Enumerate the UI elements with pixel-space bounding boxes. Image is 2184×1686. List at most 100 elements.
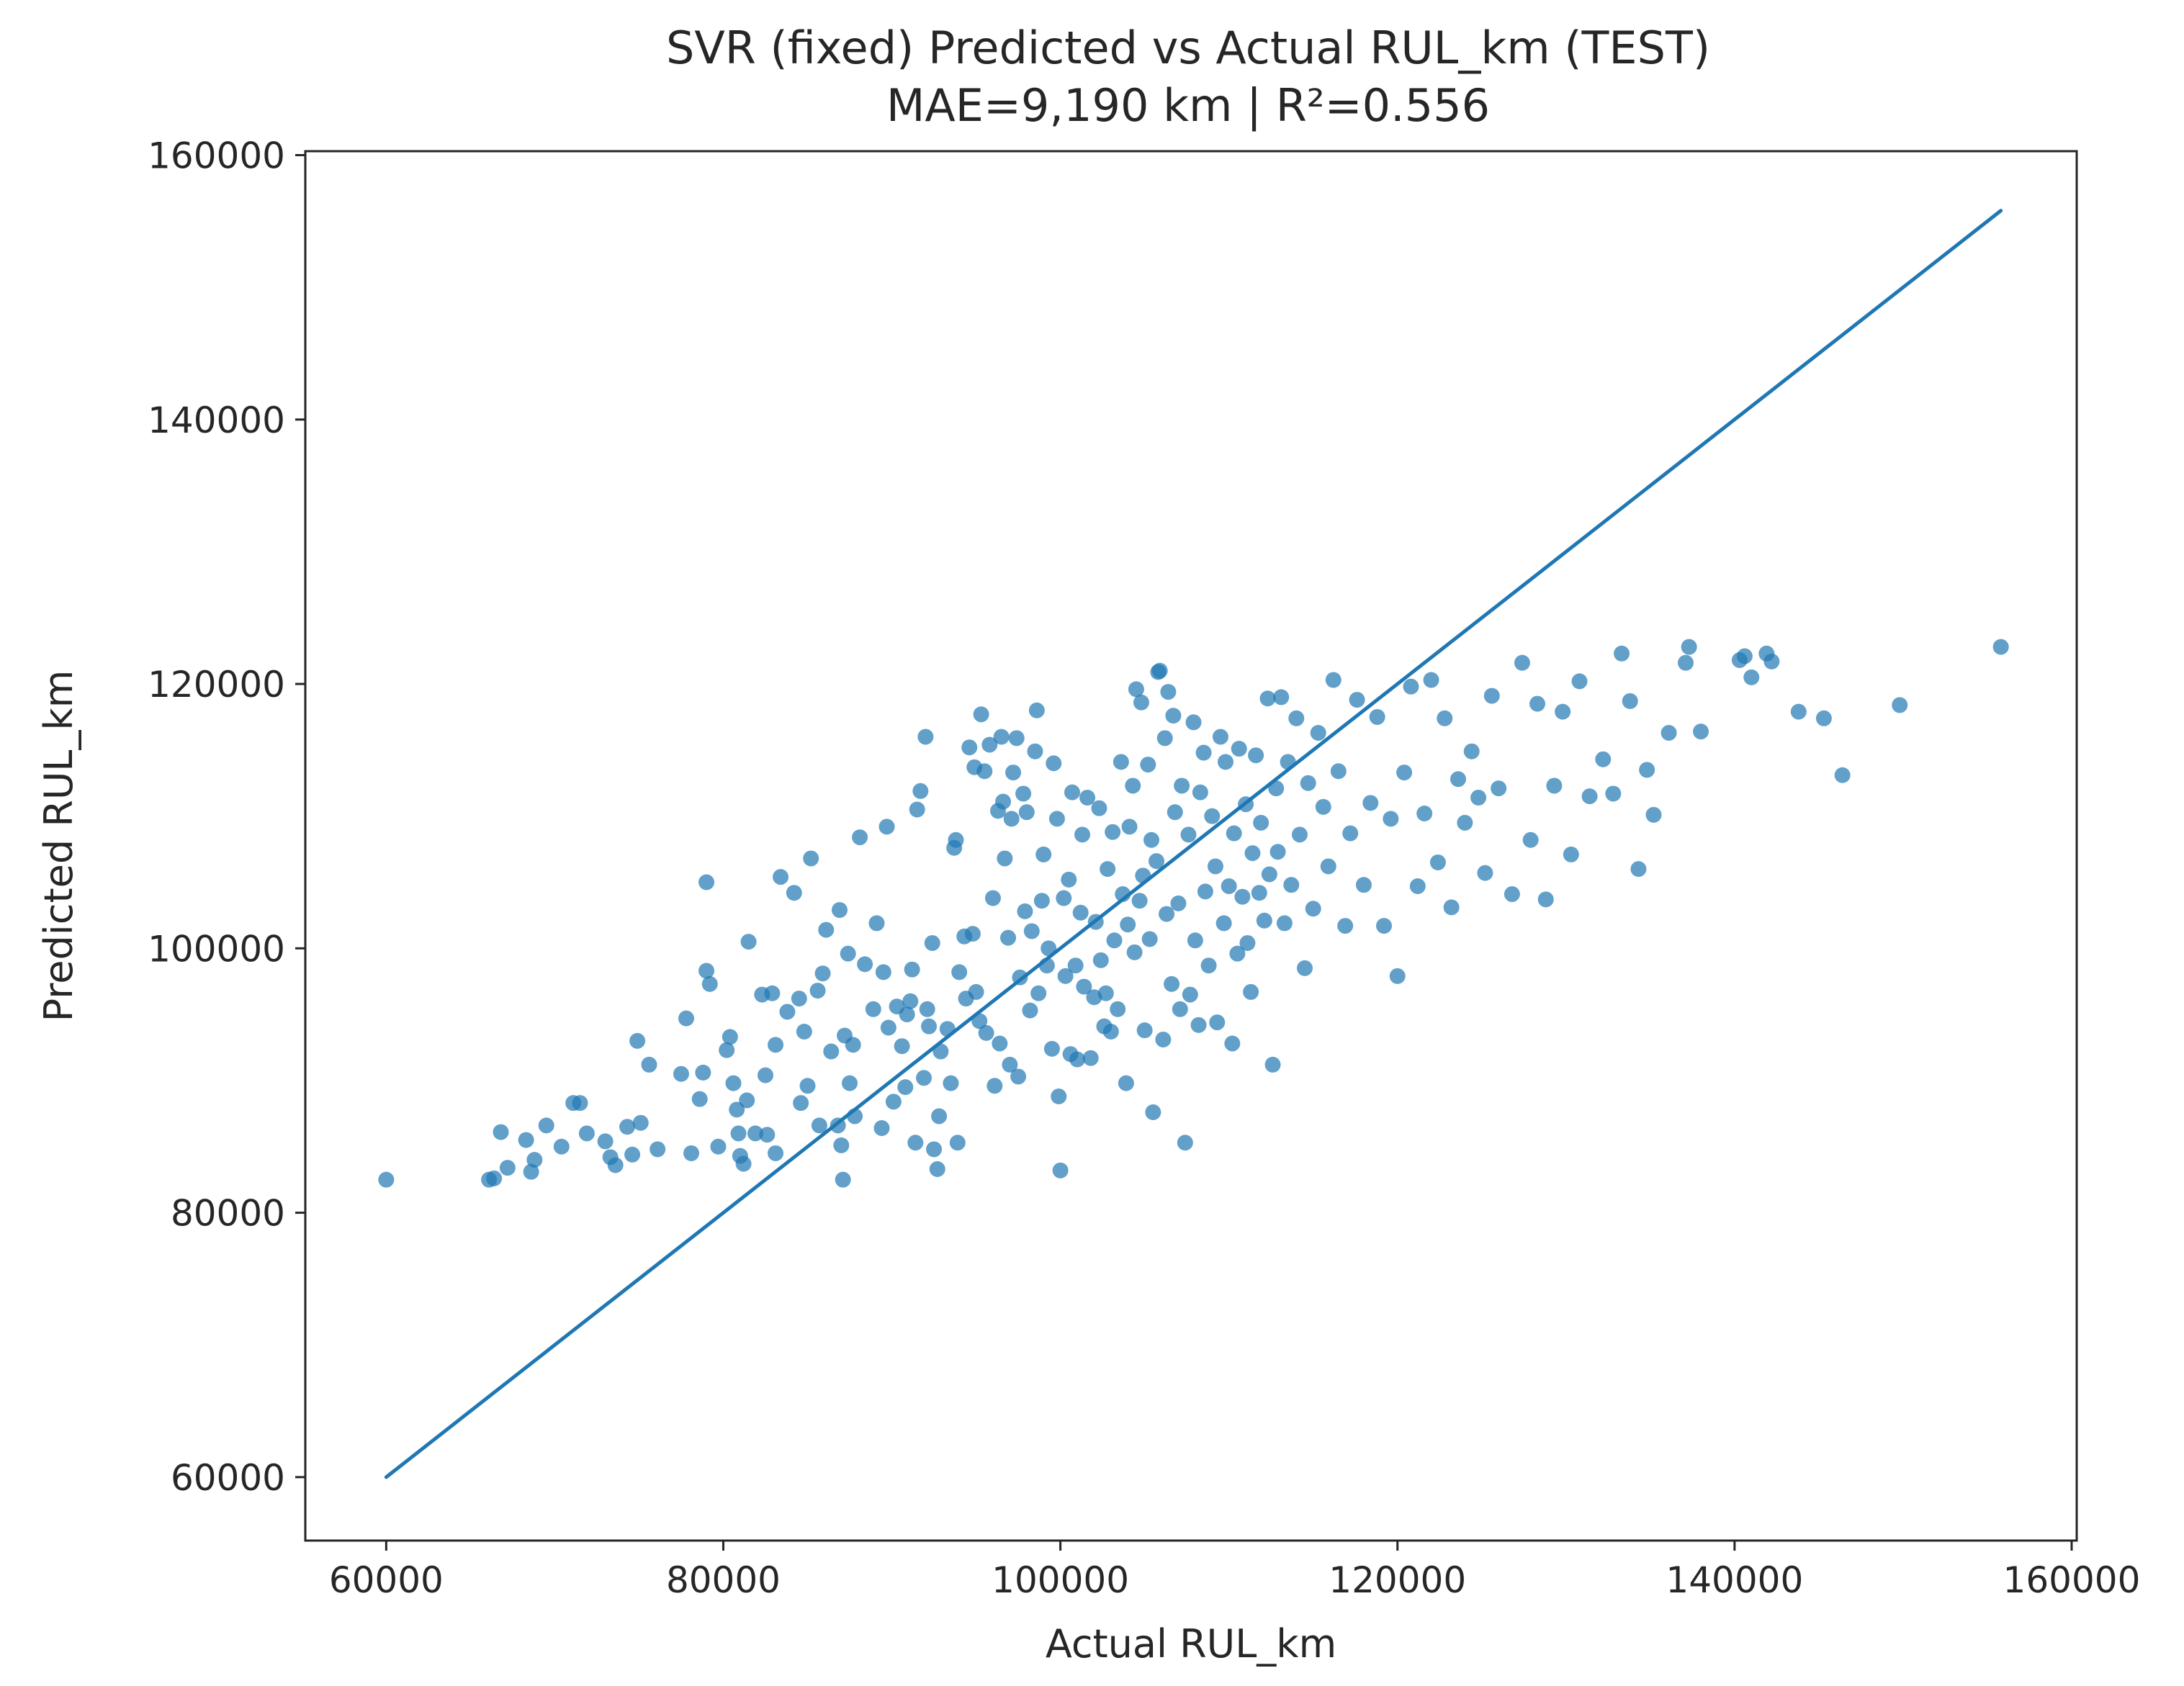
data-point bbox=[1330, 763, 1347, 780]
data-point bbox=[1253, 814, 1269, 831]
data-point bbox=[997, 850, 1013, 867]
data-point bbox=[673, 1065, 689, 1082]
data-point bbox=[1091, 800, 1107, 816]
data-point bbox=[768, 1145, 784, 1161]
data-point bbox=[1097, 985, 1114, 1001]
data-point bbox=[650, 1141, 666, 1158]
data-point bbox=[1450, 771, 1466, 788]
data-point bbox=[904, 961, 920, 978]
chart-title: SVR (fixed) Predicted vs Actual RUL_km (… bbox=[666, 22, 1710, 74]
data-point bbox=[1209, 1014, 1226, 1031]
data-point bbox=[730, 1125, 747, 1142]
data-point bbox=[873, 1120, 890, 1137]
data-point bbox=[1164, 975, 1180, 992]
data-point bbox=[1234, 888, 1251, 905]
ideal-fit-line bbox=[384, 209, 2003, 1479]
data-point bbox=[1283, 877, 1300, 893]
data-point bbox=[1243, 983, 1259, 1000]
data-point bbox=[1113, 754, 1129, 770]
data-point bbox=[791, 991, 807, 1007]
data-point bbox=[1155, 1032, 1172, 1048]
data-point bbox=[1736, 648, 1753, 664]
data-point bbox=[1046, 755, 1062, 772]
data-point bbox=[1018, 804, 1035, 821]
data-point bbox=[1102, 1024, 1119, 1040]
data-point bbox=[1693, 723, 1709, 740]
data-point bbox=[641, 1056, 657, 1073]
data-point bbox=[1131, 893, 1148, 909]
data-point bbox=[878, 819, 895, 835]
data-point bbox=[818, 921, 835, 938]
data-point bbox=[1143, 831, 1159, 848]
data-point bbox=[1815, 710, 1832, 726]
y-axis-label: Predicted RUL_km bbox=[36, 670, 81, 1022]
data-point bbox=[1010, 1068, 1027, 1085]
data-point bbox=[943, 1075, 959, 1091]
data-point bbox=[1296, 960, 1313, 976]
data-point bbox=[926, 1141, 943, 1158]
data-point bbox=[1790, 703, 1807, 720]
data-point bbox=[1076, 978, 1092, 995]
data-point bbox=[1061, 871, 1077, 888]
data-point bbox=[1015, 785, 1032, 802]
data-point bbox=[1118, 1075, 1134, 1091]
data-point bbox=[1416, 806, 1433, 822]
data-point bbox=[1229, 945, 1246, 962]
data-point bbox=[701, 975, 718, 992]
data-point bbox=[1110, 1001, 1126, 1017]
data-point bbox=[845, 1037, 861, 1053]
data-point bbox=[624, 1146, 641, 1163]
data-point bbox=[1437, 710, 1453, 726]
data-point bbox=[1342, 825, 1359, 842]
data-point bbox=[739, 1092, 755, 1109]
x-tick-label: 60000 bbox=[329, 1559, 444, 1601]
data-point bbox=[1165, 708, 1182, 724]
data-point bbox=[984, 890, 1001, 906]
data-point bbox=[1187, 932, 1203, 949]
data-point bbox=[1763, 653, 1780, 670]
data-point bbox=[835, 1171, 851, 1188]
data-point bbox=[698, 874, 715, 891]
data-point bbox=[632, 1114, 649, 1131]
data-point bbox=[597, 1133, 614, 1150]
data-point bbox=[1028, 702, 1045, 718]
data-point bbox=[1224, 1035, 1241, 1052]
data-point bbox=[1172, 1001, 1188, 1017]
data-point bbox=[764, 985, 781, 1001]
data-point bbox=[1581, 788, 1598, 805]
data-point bbox=[1035, 846, 1052, 862]
data-point bbox=[1269, 844, 1286, 860]
data-point bbox=[1079, 789, 1096, 806]
data-point bbox=[929, 1160, 945, 1177]
data-point bbox=[1369, 708, 1385, 725]
data-point bbox=[518, 1132, 534, 1148]
data-point bbox=[897, 1079, 914, 1096]
data-point bbox=[1315, 798, 1331, 815]
data-point bbox=[629, 1032, 646, 1049]
data-point bbox=[875, 964, 891, 981]
x-tick-label: 120000 bbox=[1329, 1559, 1466, 1601]
data-point bbox=[1159, 906, 1175, 922]
data-point bbox=[1403, 678, 1419, 695]
data-point bbox=[1002, 1056, 1018, 1073]
data-point bbox=[1231, 741, 1247, 757]
data-point bbox=[1529, 695, 1545, 712]
data-point bbox=[833, 1137, 850, 1153]
data-point bbox=[526, 1152, 543, 1168]
data-point bbox=[1204, 808, 1221, 824]
data-point bbox=[1145, 1104, 1161, 1121]
data-point bbox=[572, 1095, 588, 1112]
data-point bbox=[1221, 878, 1237, 895]
data-point bbox=[1522, 831, 1539, 848]
data-point bbox=[917, 729, 934, 745]
data-point bbox=[499, 1160, 516, 1176]
data-point bbox=[1310, 724, 1326, 741]
data-point bbox=[1160, 684, 1177, 700]
data-point bbox=[976, 763, 993, 780]
data-point bbox=[1151, 662, 1168, 679]
data-point bbox=[961, 739, 978, 756]
data-point bbox=[1537, 891, 1554, 908]
data-point bbox=[1355, 877, 1372, 893]
